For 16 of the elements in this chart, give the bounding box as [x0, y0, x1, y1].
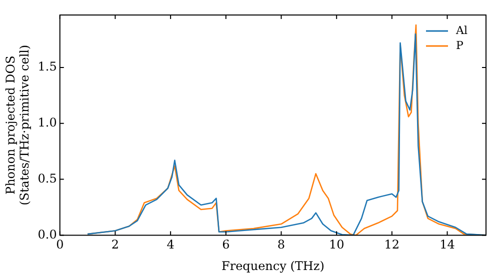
y-tick-label: 0.5 [38, 171, 57, 186]
x-tick-label: 0 [56, 238, 64, 252]
y-tick-label: 0.0 [38, 227, 57, 242]
x-tick-label: 14 [440, 238, 456, 252]
x-tick-label: 6 [222, 238, 230, 252]
x-tick-label: 8 [277, 238, 286, 252]
y-tick-label: 1.5 [38, 60, 57, 74]
x-tick-label: 4 [166, 238, 175, 252]
x-tick-label: 12 [384, 238, 400, 252]
x-axis-title: Frequency (THz) [222, 258, 324, 273]
y-axis-title: Phonon projected DOS (States/THz·primitive cell) [3, 44, 32, 206]
x-tick-label: 10 [328, 238, 344, 252]
y-tick-label: 1.0 [38, 116, 57, 130]
x-tick-label: 2 [111, 238, 120, 252]
legend-label: Al [455, 24, 468, 37]
legend-label: P [456, 38, 464, 52]
